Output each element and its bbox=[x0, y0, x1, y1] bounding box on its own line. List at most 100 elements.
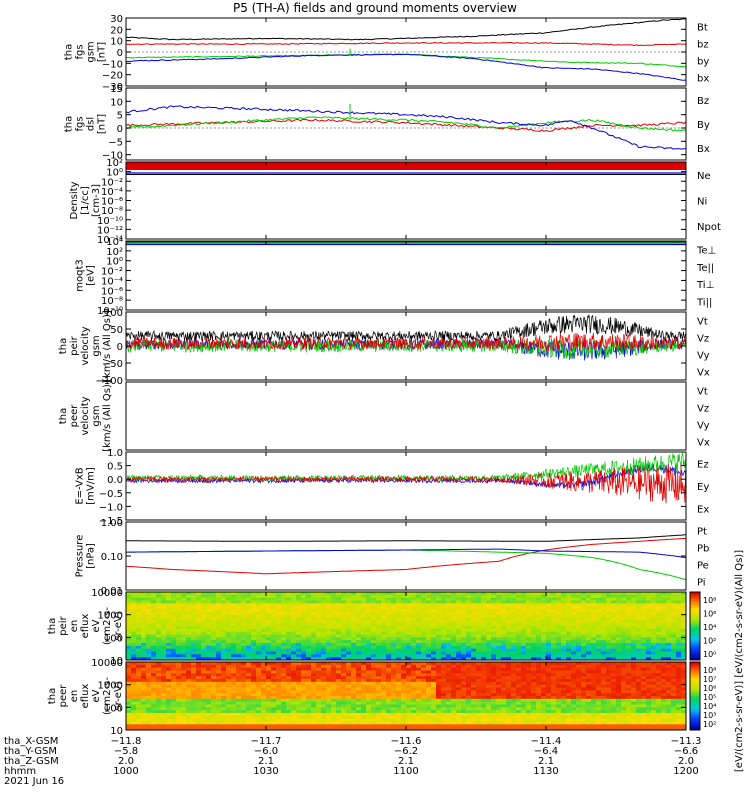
spectrogram-cell bbox=[556, 657, 562, 660]
spectrogram-cell bbox=[471, 637, 477, 641]
spectrogram-cell bbox=[631, 654, 637, 658]
spectrogram-cell bbox=[206, 670, 212, 674]
spectrogram-cell bbox=[221, 606, 227, 610]
spectrogram-cell bbox=[421, 681, 427, 686]
spectrogram-cell bbox=[256, 651, 262, 655]
spectrogram-cell bbox=[451, 690, 457, 694]
spectrogram-cell bbox=[381, 643, 387, 647]
spectrogram-cell bbox=[541, 594, 547, 599]
spectrogram-cell bbox=[361, 617, 367, 621]
spectrogram-cell bbox=[271, 634, 277, 638]
spectrogram-cell bbox=[571, 631, 577, 636]
spectrogram-cell bbox=[236, 696, 242, 700]
spectrogram-cell bbox=[501, 673, 507, 677]
spectrogram-cell bbox=[166, 713, 172, 717]
spectrogram-cell bbox=[166, 667, 172, 672]
y-tick-label: 5 bbox=[117, 111, 123, 122]
spectrogram-cell bbox=[316, 651, 322, 655]
spectrogram-cell bbox=[301, 631, 307, 636]
spectrogram-cell bbox=[321, 662, 327, 666]
spectrogram-cell bbox=[361, 681, 367, 686]
spectrogram-cell bbox=[666, 597, 672, 602]
spectrogram-cell bbox=[321, 631, 327, 636]
spectrogram-cell bbox=[371, 597, 377, 602]
spectrogram-cell bbox=[631, 626, 637, 630]
spectrogram-cell bbox=[476, 609, 482, 613]
spectrogram-cell bbox=[156, 637, 162, 641]
spectrogram-cell bbox=[476, 600, 482, 604]
spectrogram-cell bbox=[126, 597, 132, 602]
spectrogram-cell bbox=[181, 681, 187, 686]
spectrogram-cell bbox=[466, 634, 472, 638]
spectrogram-cell bbox=[216, 704, 222, 708]
spectrogram-cell bbox=[516, 698, 522, 703]
spectrogram-cell bbox=[511, 623, 517, 627]
spectrogram-cell bbox=[266, 698, 272, 703]
spectrogram-cell bbox=[431, 704, 437, 708]
spectrogram-cell bbox=[591, 617, 597, 621]
spectrogram-cell bbox=[486, 594, 492, 599]
spectrogram-cell bbox=[251, 676, 257, 680]
spectrogram-cell bbox=[196, 713, 202, 717]
spectrogram-cell bbox=[286, 713, 292, 717]
spectrogram-cell bbox=[666, 614, 672, 619]
spectrogram-cell bbox=[461, 603, 467, 607]
spectrogram-cell bbox=[336, 654, 342, 658]
spectrogram-cell bbox=[176, 611, 182, 616]
spectrogram-cell bbox=[236, 609, 242, 613]
spectrogram-cell bbox=[416, 634, 422, 638]
spectrogram-cell bbox=[511, 664, 517, 669]
spectrogram-cell bbox=[331, 710, 337, 714]
spectrogram-cell bbox=[161, 664, 167, 669]
spectrogram-cell bbox=[396, 657, 402, 660]
spectrogram-cell bbox=[601, 620, 607, 624]
spectrogram-cell bbox=[496, 681, 502, 686]
spectrogram-cell bbox=[511, 690, 517, 694]
spectrogram-cell bbox=[446, 707, 452, 711]
spectrogram-cell bbox=[391, 693, 397, 697]
spectrogram-cell bbox=[271, 704, 277, 708]
spectrogram-cell bbox=[336, 651, 342, 655]
spectrogram-cell bbox=[331, 713, 337, 717]
spectrogram-cell bbox=[676, 617, 682, 621]
spectrogram-cell bbox=[381, 679, 387, 683]
spectrogram-cell bbox=[671, 651, 677, 655]
spectrogram-cell bbox=[401, 713, 407, 717]
y-tick-label: 1000 bbox=[98, 611, 123, 622]
spectrogram-cell bbox=[191, 617, 197, 621]
spectrogram-cell bbox=[456, 631, 462, 636]
y-axis-label-6: tha peer velocity gsm [km/s (All Qs)] bbox=[58, 380, 113, 452]
spectrogram-cell bbox=[396, 698, 402, 703]
spectrogram-cell bbox=[326, 724, 332, 728]
spectrogram-cell bbox=[221, 696, 227, 700]
spectrogram-cell bbox=[511, 676, 517, 680]
spectrogram-cell bbox=[291, 696, 297, 700]
spectrogram-cell bbox=[521, 634, 527, 638]
spectrogram-cell bbox=[376, 696, 382, 700]
spectrogram-cell bbox=[486, 664, 492, 669]
spectrogram-cell bbox=[441, 715, 447, 720]
spectrogram-cell bbox=[201, 667, 207, 672]
spectrogram-cell bbox=[301, 704, 307, 708]
spectrogram-cell bbox=[406, 667, 412, 672]
spectrogram-cell bbox=[341, 721, 347, 725]
spectrogram-cell bbox=[341, 637, 347, 641]
spectrogram-cell bbox=[276, 684, 282, 689]
spectrogram-cell bbox=[486, 600, 492, 604]
spectrogram-cell bbox=[451, 600, 457, 604]
spectrogram-cell bbox=[426, 611, 432, 616]
spectrogram-cell bbox=[656, 657, 662, 660]
spectrogram-cell bbox=[256, 617, 262, 621]
spectrogram-cell bbox=[241, 620, 247, 624]
spectrogram-cell bbox=[191, 710, 197, 714]
spectrogram-cell bbox=[556, 597, 562, 602]
spectrogram-cell bbox=[436, 617, 442, 621]
spectrogram-cell bbox=[236, 640, 242, 644]
spectrogram-cell bbox=[186, 662, 192, 666]
spectrogram-cell bbox=[566, 606, 572, 610]
spectrogram-cell bbox=[496, 657, 502, 660]
spectrogram-cell bbox=[481, 606, 487, 610]
spectrogram-cell bbox=[231, 670, 237, 674]
spectrogram-cell bbox=[256, 721, 262, 725]
spectrogram-cell bbox=[291, 710, 297, 714]
